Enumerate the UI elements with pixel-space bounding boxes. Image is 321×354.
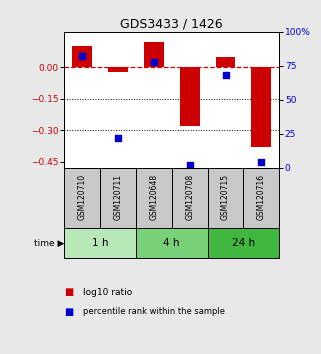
Text: ■: ■ (64, 307, 74, 316)
Text: 4 h: 4 h (163, 238, 180, 248)
Text: 24 h: 24 h (232, 238, 255, 248)
Bar (208, 228, 279, 258)
Bar (64, 228, 136, 258)
Text: GSM120711: GSM120711 (113, 174, 123, 220)
Bar (136, 168, 172, 228)
Point (259, 160, 264, 165)
Point (223, 73, 228, 78)
Point (80, 53, 85, 59)
Text: GSM120715: GSM120715 (221, 174, 230, 220)
Text: percentile rank within the sample: percentile rank within the sample (83, 307, 225, 316)
Point (187, 162, 192, 168)
Bar (243, 168, 279, 228)
Bar (144, 42, 164, 67)
Point (116, 135, 121, 141)
Text: GSM120648: GSM120648 (149, 174, 158, 220)
Text: time ▶: time ▶ (34, 239, 64, 248)
Bar (172, 168, 208, 228)
Point (151, 59, 156, 64)
Bar (251, 67, 271, 147)
Bar (64, 168, 100, 228)
Bar (108, 67, 128, 72)
Bar (208, 168, 243, 228)
Text: GSM120710: GSM120710 (78, 174, 87, 220)
Title: GDS3433 / 1426: GDS3433 / 1426 (120, 18, 223, 31)
Text: GSM120716: GSM120716 (257, 174, 266, 220)
Text: log10 ratio: log10 ratio (83, 287, 133, 297)
Text: ■: ■ (64, 287, 74, 297)
Text: GSM120708: GSM120708 (185, 174, 194, 220)
Text: 1 h: 1 h (92, 238, 108, 248)
Bar (72, 46, 92, 67)
Bar (216, 57, 235, 67)
Bar (180, 67, 200, 126)
Bar (136, 228, 208, 258)
Bar (100, 168, 136, 228)
